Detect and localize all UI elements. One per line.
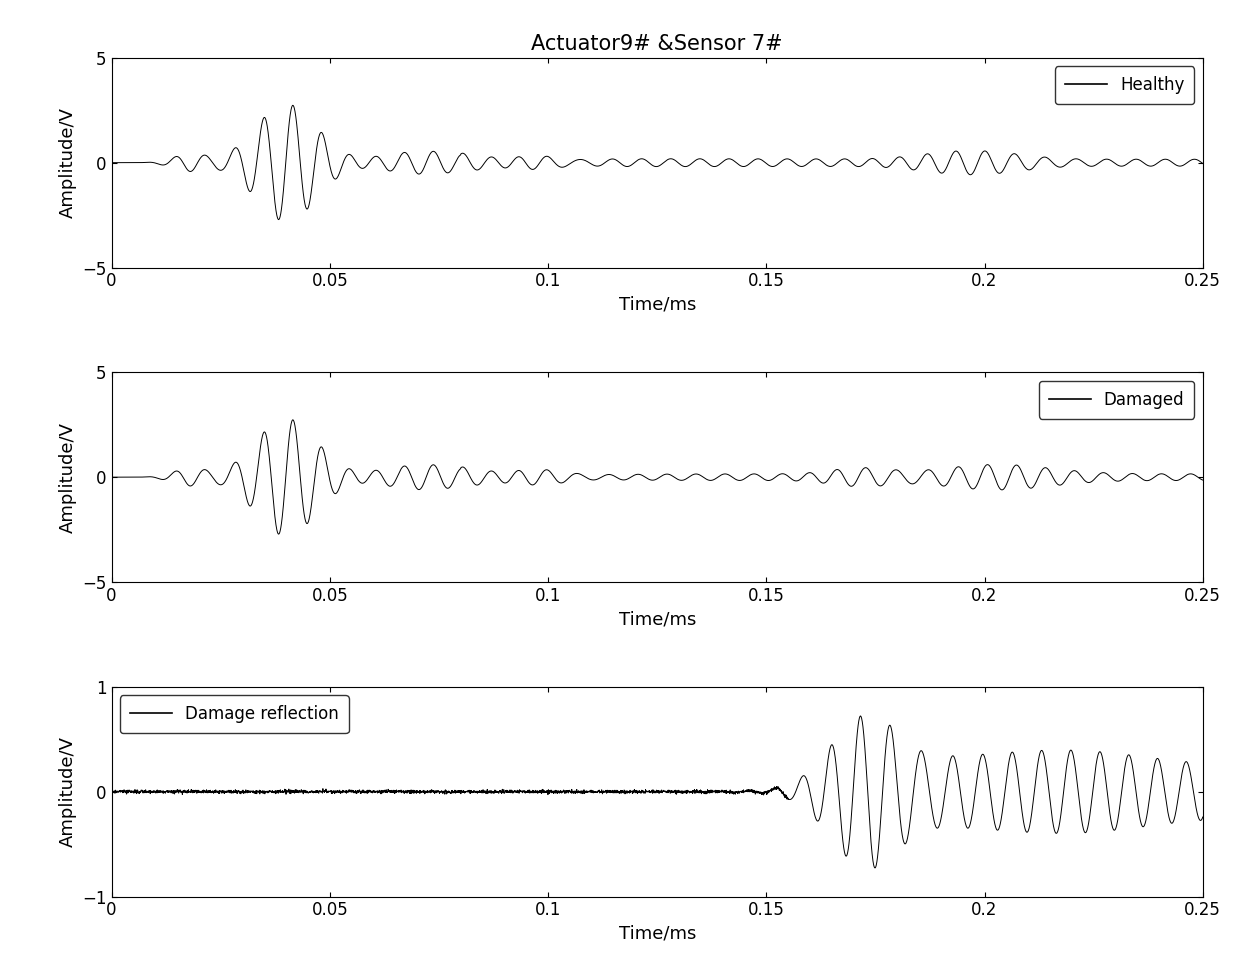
X-axis label: Time/ms: Time/ms (619, 924, 696, 943)
Y-axis label: Amplitude/V: Amplitude/V (58, 736, 77, 847)
X-axis label: Time/ms: Time/ms (619, 296, 696, 314)
Title: Actuator9# &Sensor 7#: Actuator9# &Sensor 7# (532, 34, 782, 54)
X-axis label: Time/ms: Time/ms (619, 610, 696, 629)
Legend: Damaged: Damaged (1039, 381, 1194, 418)
Y-axis label: Amplitude/V: Amplitude/V (58, 107, 77, 218)
Legend: Damage reflection: Damage reflection (120, 695, 348, 734)
Y-axis label: Amplitude/V: Amplitude/V (58, 421, 77, 533)
Legend: Healthy: Healthy (1055, 67, 1194, 104)
